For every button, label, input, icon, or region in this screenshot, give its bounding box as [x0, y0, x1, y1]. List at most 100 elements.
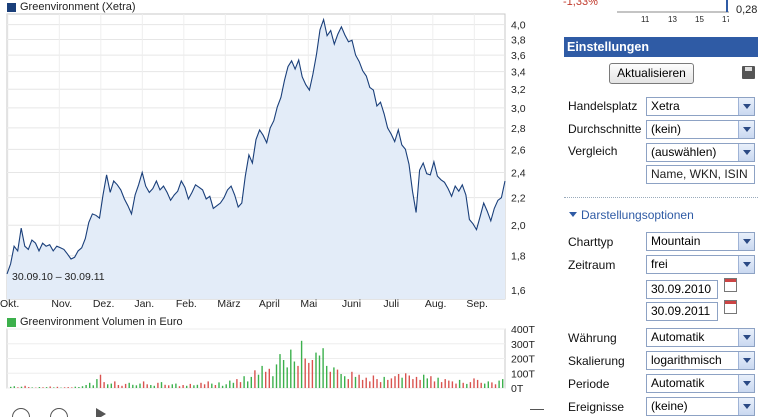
price-chart[interactable]: 1,6 1,8 2,0 2,2 2,4 2,6 2,8 3,0 3,2 3,4 3,6 3,8 4,0 O… — [0, 10, 540, 312]
display-options-toggle[interactable]: Darstellungsoptionen — [569, 208, 694, 222]
volume-bar — [458, 379, 461, 388]
volume-bar — [196, 384, 199, 388]
y-tick-label: 4,0 — [511, 20, 526, 32]
volume-bar — [326, 365, 328, 388]
volume-bar — [419, 379, 421, 388]
volume-bar — [397, 374, 400, 388]
play-icon[interactable] — [96, 408, 106, 417]
volume-bar — [81, 386, 84, 388]
chevron-down-icon[interactable] — [738, 233, 754, 250]
volume-bar — [168, 385, 170, 388]
exchange-label: Handelsplatz — [568, 99, 638, 113]
volume-bar — [462, 382, 464, 388]
volume-bar — [243, 376, 245, 388]
scaling-select[interactable]: logarithmisch — [646, 351, 755, 370]
volume-bar — [10, 386, 12, 388]
exchange-select[interactable]: Xetra — [646, 97, 755, 116]
chevron-down-icon[interactable] — [738, 352, 754, 369]
settings-header: Einstellungen — [564, 37, 758, 57]
x-tick-label: Okt. — [0, 298, 19, 310]
price-legend-swatch — [7, 2, 16, 12]
volume-bar — [225, 384, 227, 388]
options-icon[interactable] — [530, 409, 544, 417]
display-options-label: Darstellungsoptionen — [581, 208, 694, 222]
volume-bar — [315, 352, 317, 388]
events-value: (keine) — [651, 399, 688, 413]
volume-bar — [426, 378, 428, 388]
comparison-select[interactable]: (auswählen) — [646, 143, 755, 162]
price-chart-title: Greenvironment (Xetra) — [20, 1, 136, 13]
volume-bar — [369, 381, 371, 388]
volume-bar — [282, 360, 285, 388]
chevron-down-icon[interactable] — [738, 144, 754, 161]
volume-bar — [340, 374, 342, 388]
volume-bar — [498, 380, 500, 388]
volume-bar — [322, 348, 324, 388]
volume-bar — [139, 383, 141, 388]
price-line — [6, 17, 506, 275]
volume-bar — [297, 365, 299, 388]
volume-bar — [96, 379, 98, 388]
volume-bar — [502, 379, 504, 388]
volume-bar — [448, 380, 450, 388]
volume-bar — [480, 382, 482, 388]
y-tick-label: 3,8 — [511, 34, 526, 46]
averages-select[interactable]: (kein) — [646, 120, 755, 139]
volume-bar — [336, 369, 339, 388]
chevron-down-icon[interactable] — [738, 329, 754, 346]
zoom-in-icon[interactable] — [50, 408, 68, 417]
mini-chart-last-value: 0,28 — [736, 4, 758, 16]
save-icon[interactable] — [742, 66, 755, 79]
volume-bar — [311, 360, 314, 388]
volume-bar — [347, 379, 349, 388]
volume-bar — [186, 385, 188, 388]
volume-tick-label: 100T — [511, 368, 536, 380]
volume-bar — [383, 376, 385, 388]
volume-bar — [71, 387, 73, 388]
volume-tick-label: 200T — [511, 354, 536, 366]
refresh-button[interactable]: Aktualisieren — [609, 63, 694, 84]
volume-bar — [293, 361, 296, 389]
calendar-icon[interactable] — [724, 278, 737, 292]
mini-tick-label: 15 — [695, 15, 704, 24]
chevron-down-icon[interactable] — [738, 98, 754, 115]
volume-bar — [451, 381, 454, 388]
date-from-input[interactable]: 30.09.2010 — [646, 280, 718, 299]
x-tick-label: Aug. — [425, 298, 447, 310]
volume-bar — [494, 384, 497, 388]
volume-bar — [257, 374, 260, 388]
zoom-out-icon[interactable] — [12, 408, 30, 417]
period-range-select[interactable]: frei — [646, 255, 755, 274]
chart-type-select[interactable]: Mountain — [646, 232, 755, 251]
volume-bar — [333, 367, 335, 388]
volume-bar — [236, 379, 238, 388]
volume-bar — [286, 367, 288, 388]
date-to-input[interactable]: 30.09.2011 — [646, 302, 718, 321]
volume-bar — [78, 387, 80, 388]
chevron-down-icon[interactable] — [738, 398, 754, 415]
interval-select[interactable]: Automatik — [646, 374, 755, 393]
volume-bar — [344, 376, 346, 388]
x-tick-label: März — [217, 298, 240, 310]
mini-tick-label: 13 — [668, 15, 677, 24]
volume-bar — [24, 385, 26, 388]
volume-bar — [250, 376, 252, 388]
chevron-down-icon[interactable] — [738, 375, 754, 392]
chevron-down-icon[interactable] — [738, 256, 754, 273]
volume-tick-label: 300T — [511, 339, 536, 351]
comparison-search-input[interactable]: Name, WKN, ISIN — [646, 165, 755, 184]
volume-chart[interactable]: 0T 100T 200T 300T 400T — [0, 326, 540, 394]
chart-type-value: Mountain — [651, 234, 701, 248]
volume-bar — [203, 384, 206, 388]
calendar-icon[interactable] — [724, 300, 737, 314]
performance-value: -1,33% — [563, 0, 598, 8]
volume-bar — [89, 382, 91, 388]
interval-value: Automatik — [651, 376, 705, 390]
volume-bar — [254, 370, 256, 388]
events-select[interactable]: (keine) — [646, 397, 755, 416]
currency-label: Währung — [568, 331, 617, 345]
currency-select[interactable]: Automatik — [646, 328, 755, 347]
volume-bar — [207, 381, 209, 388]
volume-bar — [455, 383, 457, 388]
chevron-down-icon[interactable] — [738, 121, 754, 138]
